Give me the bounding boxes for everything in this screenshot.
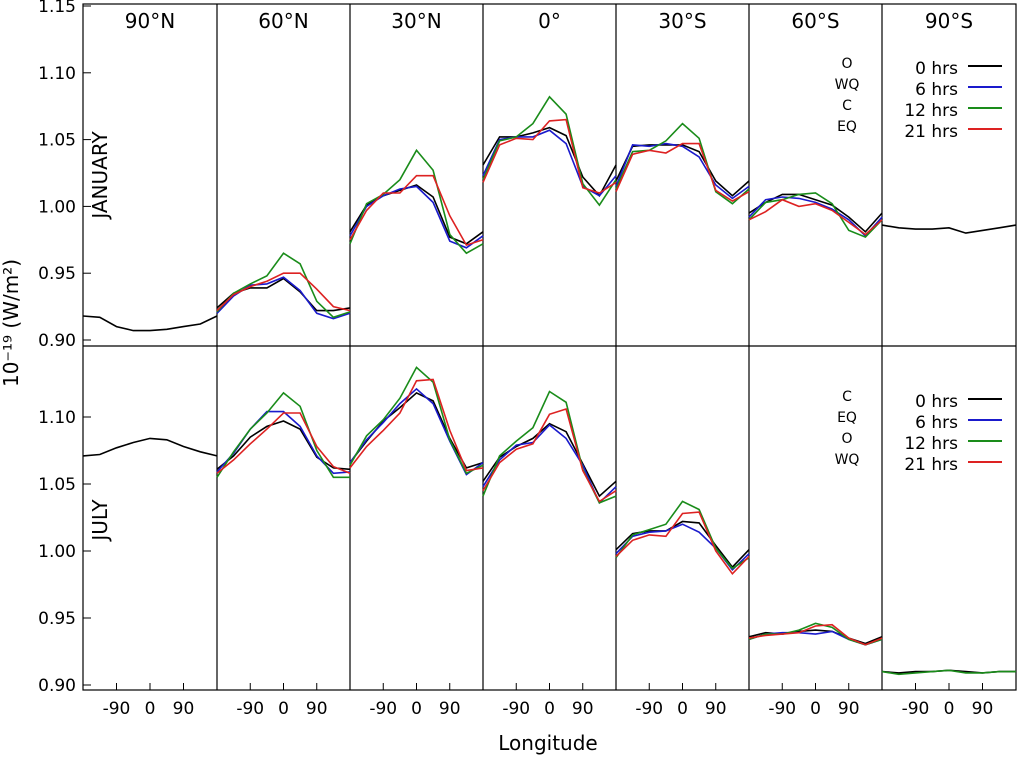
series-line (349, 185, 484, 249)
series-line (216, 391, 350, 479)
series-lines (82, 65, 1017, 676)
series-line (216, 252, 351, 319)
legend-code: EQ (837, 119, 857, 135)
series-line (615, 500, 750, 570)
latitude-title: 90°S (925, 9, 973, 33)
series-line (482, 407, 617, 503)
series-line (748, 193, 883, 233)
legend-label: 6 hrs (915, 413, 958, 433)
series-line (82, 437, 218, 457)
series-line (482, 126, 617, 198)
series-line (615, 142, 750, 200)
y-tick-label: 1.00 (38, 197, 76, 217)
series-line (881, 669, 1016, 676)
y-axis-label: 10⁻¹⁹ (W/m²) (0, 259, 23, 387)
series-line (615, 511, 750, 576)
series-line (748, 623, 883, 646)
x-tick-label: 0 (944, 699, 955, 719)
y-tick-label: 1.15 (38, 0, 76, 17)
panel-frames (82, 3, 1017, 691)
legend-code: C (842, 98, 852, 114)
y-tick-label: 1.05 (38, 131, 76, 151)
series-line (482, 95, 617, 207)
x-tick-label: 0 (544, 699, 555, 719)
series-line (482, 422, 617, 498)
x-tick-label: -90 (635, 699, 663, 719)
latitude-title: 60°N (258, 9, 308, 33)
legend-label: 21 hrs (904, 455, 958, 475)
x-tick-label: -90 (103, 699, 131, 719)
legend-label: 6 hrs (915, 80, 958, 100)
x-tick-label: 0 (677, 699, 688, 719)
season-label: JANUARY (88, 131, 112, 221)
y-tick-label: 0.95 (38, 264, 76, 284)
series-line (216, 272, 351, 312)
latitude-title: 60°S (791, 9, 839, 33)
y-tick-label: 0.90 (38, 676, 76, 696)
series-line (482, 118, 617, 194)
series-line (216, 412, 351, 475)
x-tick-label: 0 (810, 699, 821, 719)
series-line (349, 174, 484, 247)
latitude-title: 0° (538, 9, 561, 33)
x-tick-label: 0 (145, 699, 156, 719)
y-tick-label: 0.95 (38, 609, 76, 629)
legend-code: WQ (835, 452, 860, 468)
x-tick-label: 90 (705, 699, 727, 719)
legend-code: EQ (837, 410, 857, 426)
series-line (349, 378, 484, 472)
series-line (615, 142, 750, 203)
x-tick-label: 90 (972, 699, 994, 719)
x-axis-label: Longitude (498, 731, 597, 755)
x-tick-label: 90 (306, 699, 328, 719)
latitude-title: 90°N (125, 9, 175, 33)
y-tick-label: 1.05 (38, 475, 76, 495)
y-tick-label: 1.10 (38, 408, 76, 428)
legend-code: O (841, 431, 852, 447)
x-tick-label: 90 (572, 699, 594, 719)
season-label: JULY (88, 499, 112, 543)
legend-code: WQ (835, 77, 860, 93)
series-line (615, 122, 750, 205)
legend-label: 12 hrs (904, 434, 958, 454)
series-line (482, 129, 617, 197)
x-tick-label: 0 (411, 699, 422, 719)
x-tick-label: 0 (278, 699, 289, 719)
series-line (748, 192, 883, 239)
legend-label: 0 hrs (915, 392, 958, 412)
series-line (349, 148, 484, 255)
series-line (349, 366, 484, 475)
series-line (82, 315, 218, 332)
x-tick-label: 90 (838, 699, 860, 719)
legend-code: O (841, 56, 852, 72)
y-tick-label: 0.90 (38, 331, 76, 351)
x-tick-label: -90 (502, 699, 530, 719)
legend-label: 0 hrs (915, 59, 958, 79)
series-line (881, 224, 1017, 234)
x-tick-label: -90 (236, 699, 264, 719)
x-tick-label: -90 (768, 699, 796, 719)
legend-label: 21 hrs (904, 122, 958, 142)
y-tick-label: 1.00 (38, 542, 76, 562)
labels: 90°N 60°N 30°N 0° 30°S 60°S 90°S -90 0 90 -90 0 90 -9… (38, 0, 993, 719)
y-tick-label: 1.10 (38, 64, 76, 84)
latitude-title: 30°N (391, 9, 441, 33)
legend-code: C (842, 389, 852, 405)
series-line (216, 420, 351, 471)
x-tick-label: 90 (439, 699, 461, 719)
latitude-title: 30°S (658, 9, 706, 33)
x-tick-label: -90 (369, 699, 397, 719)
x-tick-label: -90 (902, 699, 930, 719)
x-tick-label: 90 (173, 699, 195, 719)
series-line (748, 198, 883, 236)
legend-label: 12 hrs (904, 101, 958, 121)
